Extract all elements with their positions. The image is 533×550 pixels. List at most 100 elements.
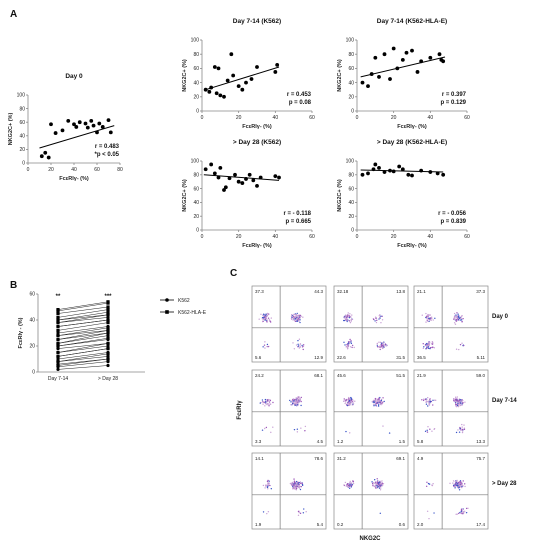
quadrant-bl: 3.3: [255, 439, 262, 444]
event-dot: [382, 401, 384, 403]
event-dot: [344, 402, 346, 405]
event-dot: [428, 403, 430, 405]
x-tick-label: 40: [428, 115, 434, 121]
event-dot: [455, 398, 458, 400]
panel-label-b: B: [10, 280, 17, 291]
event-dot: [464, 485, 466, 488]
event-dot: [352, 402, 355, 404]
event-dot: [297, 486, 300, 489]
event-dot: [425, 321, 427, 323]
event-dot: [379, 345, 381, 347]
event-dot: [377, 346, 379, 348]
event-dot: [297, 318, 299, 320]
event-dot: [263, 401, 265, 404]
event-dot: [454, 480, 457, 483]
event-dot: [452, 480, 455, 482]
event-dot: [345, 430, 347, 433]
event-dot: [345, 346, 347, 348]
event-dot: [302, 344, 305, 346]
data-point: [106, 118, 111, 123]
y-tick-label: 0: [196, 109, 199, 115]
data-point: [56, 308, 60, 312]
event-dot: [464, 401, 466, 403]
event-dot: [455, 316, 457, 318]
event-dot: [269, 320, 271, 322]
event-dot: [425, 343, 428, 345]
event-dot: [298, 398, 300, 401]
event-dot: [295, 402, 298, 404]
event-dot: [454, 485, 456, 488]
y-axis-label: FcεRIγ - (%): [18, 317, 24, 348]
event-dot: [461, 342, 463, 344]
event-dot: [455, 348, 458, 350]
event-dot: [428, 517, 430, 520]
data-point: [240, 181, 245, 185]
x-tick-label: 40: [428, 234, 434, 240]
event-dot: [385, 344, 388, 346]
scatter-day7-14-k562: Day 7-14 (K562) 0 20 40 60 0 20 40 60 80 100 FcεRIγ…: [182, 18, 315, 130]
event-dot: [350, 483, 352, 485]
event-dot: [259, 402, 261, 404]
quadrant-br: 5.11: [477, 355, 486, 360]
data-point: [373, 162, 378, 167]
data-point: [106, 360, 110, 364]
data-point: [377, 166, 381, 170]
event-dot: [296, 320, 299, 322]
event-dot: [295, 399, 297, 402]
event-dot: [292, 401, 295, 404]
data-point: [382, 52, 387, 57]
event-dot: [299, 343, 302, 345]
y-tick-label: 80: [348, 52, 354, 58]
event-dot: [379, 489, 382, 491]
y-tick-label: 0: [351, 228, 354, 234]
event-dot: [305, 510, 307, 513]
data-point: [106, 300, 110, 304]
event-dot: [428, 317, 430, 319]
data-point: [56, 318, 60, 322]
data-point: [223, 185, 228, 190]
event-dot: [272, 401, 274, 404]
quadrant-bl: 1.9: [255, 522, 262, 527]
event-dot: [296, 484, 298, 487]
event-dot: [427, 400, 429, 403]
quadrant-br: 13.3: [476, 439, 485, 444]
event-dot: [300, 427, 302, 429]
event-dot: [293, 400, 295, 402]
data-point: [400, 167, 405, 172]
event-dot: [455, 403, 457, 406]
event-dot: [461, 482, 463, 484]
data-point: [106, 354, 110, 358]
event-dot: [291, 399, 294, 401]
x-tick-label: 60: [94, 167, 100, 173]
x-tick-label: 0: [356, 234, 359, 240]
y-axis-label: NKG2C+ (%): [8, 113, 14, 146]
event-dot: [351, 404, 353, 406]
event-dot: [388, 432, 391, 434]
x-axis-label: FcεRIγ- (%): [242, 124, 272, 130]
event-dot: [346, 402, 349, 404]
event-dot: [350, 318, 353, 321]
data-point: [388, 168, 392, 173]
event-dot: [299, 399, 301, 402]
event-dot: [461, 426, 463, 428]
event-dot: [264, 347, 266, 349]
paired-line: [57, 352, 109, 360]
event-dot: [460, 319, 462, 321]
event-dot: [371, 481, 373, 483]
y-tick-label: 60: [193, 186, 199, 192]
event-dot: [345, 404, 348, 406]
event-dot: [264, 427, 266, 430]
data-point: [56, 354, 60, 358]
quadrant-tr: 37.3: [476, 289, 485, 294]
event-dot: [375, 404, 377, 406]
event-dot: [298, 487, 301, 489]
x-tick-label: 60: [464, 115, 470, 121]
event-dot: [374, 482, 376, 485]
event-dot: [457, 400, 459, 402]
data-point: [244, 177, 248, 181]
data-point: [106, 352, 110, 356]
data-point: [225, 78, 230, 83]
event-dot: [431, 343, 434, 345]
event-dot: [350, 402, 352, 405]
